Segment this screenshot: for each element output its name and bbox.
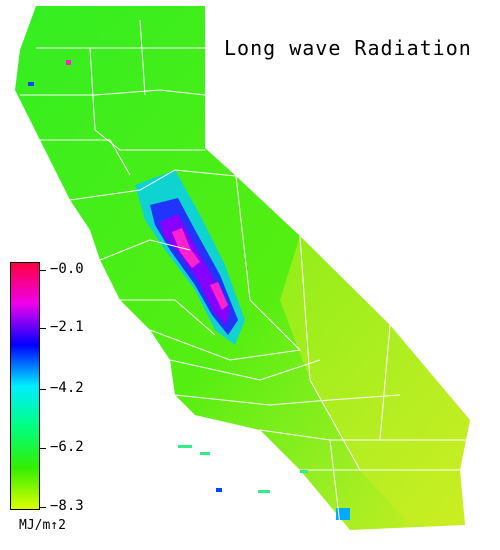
legend-label-3: −6.2	[50, 439, 84, 455]
sierra-highlight	[135, 170, 245, 345]
legend-label-4: −8.3	[50, 498, 84, 514]
legend-unit: MJ/m↑2	[19, 518, 66, 533]
legend-label-0: −0.0	[50, 261, 84, 277]
legend-label-2: −4.2	[50, 380, 84, 396]
county-lines	[20, 19, 470, 526]
color-scale-bar	[10, 262, 40, 510]
channel-islands	[178, 445, 308, 493]
southeast-region	[280, 236, 470, 525]
legend-tick	[40, 328, 46, 329]
legend-label-1: −2.1	[50, 319, 84, 335]
legend-tick	[40, 507, 46, 508]
legend-tick	[40, 389, 46, 390]
legend-tick	[40, 448, 46, 449]
legend-tick	[40, 270, 46, 271]
map-title: Long wave Radiation	[224, 36, 472, 60]
